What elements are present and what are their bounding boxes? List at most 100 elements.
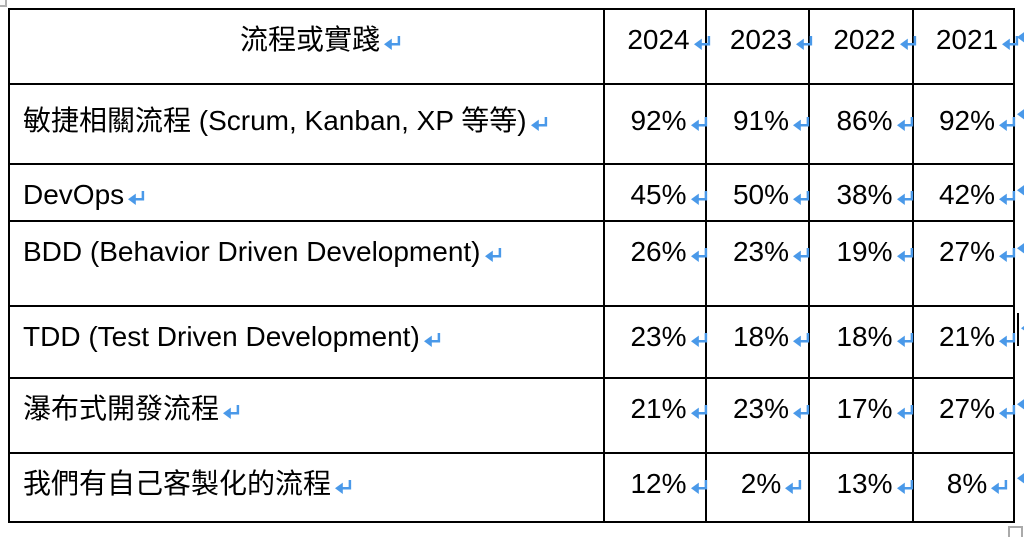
row-label-cell[interactable]: 瀑布式開發流程 bbox=[8, 377, 605, 454]
row-value-cell[interactable]: 23% bbox=[603, 305, 708, 379]
row-label: 我們有自己客製化的流程 bbox=[23, 468, 332, 499]
row-end-mark-icon bbox=[1016, 239, 1024, 254]
row-label: 敏捷相關流程 (Scrum, Kanban, XP 等等) bbox=[23, 105, 527, 136]
table-row-waterfall: 瀑布式開發流程 21% 23% 17% 27% bbox=[8, 377, 1016, 454]
row-value: 91% bbox=[732, 105, 790, 136]
row-value: 21% bbox=[938, 321, 996, 352]
line-break-mark-icon bbox=[530, 116, 548, 131]
line-break-mark-icon bbox=[690, 332, 708, 347]
row-value-cell[interactable]: 21% bbox=[912, 305, 1016, 379]
line-break-mark-icon bbox=[127, 190, 145, 205]
line-break-mark-icon bbox=[784, 479, 802, 494]
row-value: 50% bbox=[732, 179, 790, 210]
row-value-cell[interactable]: 18% bbox=[705, 305, 810, 379]
row-value-cell[interactable]: 86% bbox=[808, 83, 914, 165]
row-value: 86% bbox=[836, 105, 893, 136]
header-process-label: 流程或實踐 bbox=[239, 24, 380, 55]
row-value-cell[interactable]: 12% bbox=[603, 452, 708, 523]
line-break-mark-icon bbox=[998, 332, 1016, 347]
header-cell-year-2021[interactable]: 2021 bbox=[912, 8, 1014, 85]
line-break-mark-icon bbox=[690, 190, 708, 205]
row-end-mark-icon bbox=[1016, 105, 1024, 120]
year-label: 2021 bbox=[935, 24, 999, 55]
line-break-mark-icon bbox=[990, 479, 1008, 494]
row-value-cell[interactable]: 2% bbox=[705, 452, 810, 523]
year-label: 2022 bbox=[833, 24, 896, 55]
row-value-cell[interactable]: 50% bbox=[705, 163, 810, 222]
row-label-cell[interactable]: 我們有自己客製化的流程 bbox=[8, 452, 605, 523]
row-value: 17% bbox=[836, 393, 893, 424]
row-end-mark-icon bbox=[1016, 469, 1024, 484]
line-break-mark-icon bbox=[792, 332, 810, 347]
row-value: 38% bbox=[836, 179, 893, 210]
row-value-cell[interactable]: 19% bbox=[808, 220, 914, 307]
row-value-cell[interactable]: 91% bbox=[705, 83, 810, 165]
row-label: 瀑布式開發流程 bbox=[23, 393, 220, 424]
row-value: 92% bbox=[938, 105, 996, 136]
row-end-mark-icon bbox=[1016, 181, 1024, 196]
table-row-bdd: BDD (Behavior Driven Development) 26% 23… bbox=[8, 220, 1016, 307]
row-label-cell[interactable]: BDD (Behavior Driven Development) bbox=[8, 220, 605, 307]
line-break-mark-icon bbox=[792, 116, 810, 131]
line-break-mark-icon bbox=[998, 247, 1016, 262]
row-value-cell[interactable]: 17% bbox=[808, 377, 914, 454]
table-move-handle[interactable] bbox=[0, 0, 7, 7]
row-value-cell[interactable]: 8% bbox=[912, 452, 1015, 523]
header-cell-process[interactable]: 流程或實踐 bbox=[8, 8, 605, 85]
row-value-cell[interactable]: 27% bbox=[912, 220, 1016, 307]
row-value-cell[interactable]: 21% bbox=[603, 377, 708, 454]
row-value: 23% bbox=[732, 393, 790, 424]
row-value-cell[interactable]: 26% bbox=[603, 220, 708, 307]
row-end-mark-icon bbox=[1016, 395, 1024, 410]
row-value-cell[interactable]: 13% bbox=[808, 452, 914, 523]
line-break-mark-icon bbox=[792, 190, 810, 205]
header-cell-year-2022[interactable]: 2022 bbox=[808, 8, 913, 85]
line-break-mark-icon bbox=[792, 247, 810, 262]
row-value: 23% bbox=[732, 236, 790, 267]
row-value-cell[interactable]: 38% bbox=[808, 163, 914, 222]
row-value-cell[interactable]: 42% bbox=[912, 163, 1014, 222]
row-label-cell[interactable]: DevOps bbox=[8, 163, 605, 222]
line-break-mark-icon bbox=[690, 479, 708, 494]
row-value-cell[interactable]: 45% bbox=[603, 163, 708, 222]
row-label-cell[interactable]: TDD (Test Driven Development) bbox=[8, 305, 605, 379]
line-break-mark-icon bbox=[423, 332, 441, 347]
row-value-cell[interactable]: 23% bbox=[705, 220, 810, 307]
line-break-mark-icon bbox=[998, 116, 1016, 131]
table-row-tdd: TDD (Test Driven Development) 23% 18% 18… bbox=[8, 305, 1016, 379]
table-row-custom: 我們有自己客製化的流程 12% 2% 13% 8% bbox=[8, 452, 1015, 523]
line-break-mark-icon bbox=[383, 35, 401, 50]
line-break-mark-icon bbox=[896, 404, 914, 419]
line-break-mark-icon bbox=[998, 404, 1016, 419]
text-cursor bbox=[1017, 313, 1019, 346]
row-value-cell[interactable]: 27% bbox=[912, 377, 1016, 454]
line-break-mark-icon bbox=[484, 247, 502, 262]
row-value: 27% bbox=[938, 236, 996, 267]
row-value: 18% bbox=[732, 321, 790, 352]
row-value-cell[interactable]: 92% bbox=[912, 83, 1016, 165]
table-resize-handle[interactable] bbox=[1008, 526, 1023, 537]
header-cell-year-2024[interactable]: 2024 bbox=[603, 8, 706, 85]
row-value-cell[interactable]: 23% bbox=[705, 377, 810, 454]
line-break-mark-icon bbox=[896, 116, 914, 131]
row-value-cell[interactable]: 18% bbox=[808, 305, 914, 379]
row-end-mark-icon bbox=[1016, 28, 1024, 43]
row-value: 8% bbox=[946, 468, 988, 499]
row-value: 23% bbox=[630, 321, 687, 352]
line-break-mark-icon bbox=[690, 116, 708, 131]
header-row: 流程或實踐 2024 2023 2022 2021 bbox=[8, 8, 1014, 85]
line-break-mark-icon bbox=[795, 35, 813, 50]
line-break-mark-icon bbox=[690, 247, 708, 262]
row-value: 12% bbox=[630, 468, 687, 499]
row-label-cell[interactable]: 敏捷相關流程 (Scrum, Kanban, XP 等等) bbox=[8, 83, 605, 165]
row-value: 19% bbox=[836, 236, 893, 267]
row-value: 42% bbox=[938, 179, 996, 210]
row-value-cell[interactable]: 92% bbox=[603, 83, 708, 165]
line-break-mark-icon bbox=[334, 479, 352, 494]
header-cell-year-2023[interactable]: 2023 bbox=[705, 8, 809, 85]
row-value: 45% bbox=[630, 179, 687, 210]
line-break-mark-icon bbox=[792, 404, 810, 419]
table-row-devops: DevOps 45% 50% 38% 42% bbox=[8, 163, 1014, 222]
line-break-mark-icon bbox=[690, 404, 708, 419]
